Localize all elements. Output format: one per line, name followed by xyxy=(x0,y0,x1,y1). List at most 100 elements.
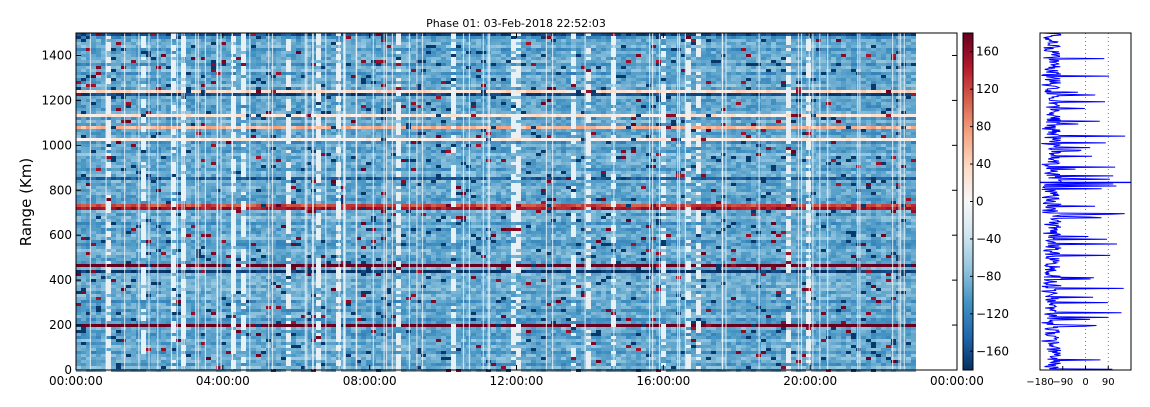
heatmap-cell xyxy=(221,246,226,249)
heatmap-cell xyxy=(246,273,251,276)
heatmap-cell xyxy=(251,75,256,78)
heatmap-cell xyxy=(251,279,256,282)
heatmap-cell xyxy=(81,330,86,333)
heatmap-cell xyxy=(246,252,251,255)
heatmap-cell xyxy=(171,210,176,213)
heatmap-cell xyxy=(251,249,256,252)
heatmap-cell xyxy=(96,303,101,306)
heatmap-cell xyxy=(181,48,186,51)
heatmap-cell xyxy=(171,120,176,123)
heatmap-cell xyxy=(296,45,301,48)
heatmap-cell xyxy=(76,126,81,129)
heatmap-cell xyxy=(236,105,241,108)
heatmap-cell xyxy=(236,108,241,111)
heatmap-cell xyxy=(186,174,191,177)
heatmap-cell xyxy=(176,63,181,66)
heatmap-cell xyxy=(181,126,186,129)
heatmap-cell xyxy=(201,324,206,327)
heatmap-cell xyxy=(111,51,116,54)
heatmap-cell xyxy=(106,180,111,183)
heatmap-cell xyxy=(156,273,161,276)
heatmap-cell xyxy=(91,186,96,189)
heatmap-cell xyxy=(221,102,226,105)
heatmap-cell xyxy=(156,297,161,300)
heatmap-cell xyxy=(201,252,206,255)
heatmap-cell xyxy=(206,270,211,273)
heatmap-cell xyxy=(191,243,196,246)
heatmap-cell xyxy=(131,282,136,285)
heatmap-cell xyxy=(281,144,286,147)
heatmap-cell xyxy=(141,78,146,81)
heatmap-cell xyxy=(116,66,121,69)
heatmap-cell xyxy=(111,354,116,357)
heatmap-cell xyxy=(246,195,251,198)
heatmap-cell xyxy=(111,57,116,60)
heatmap-cell xyxy=(121,192,126,195)
heatmap-cell xyxy=(226,144,231,147)
heatmap-cell xyxy=(76,303,81,306)
heatmap-cell xyxy=(276,39,281,42)
heatmap-cell xyxy=(251,153,256,156)
heatmap-cell xyxy=(141,168,146,171)
heatmap-cell xyxy=(171,129,176,132)
heatmap-cell xyxy=(126,351,131,354)
heatmap-cell xyxy=(271,96,276,99)
heatmap-cell xyxy=(171,285,176,288)
heatmap-cell xyxy=(116,45,121,48)
heatmap-cell xyxy=(241,366,246,369)
heatmap-cell xyxy=(101,204,106,207)
heatmap-cell xyxy=(191,57,196,60)
heatmap-cell xyxy=(231,84,236,87)
heatmap-cell xyxy=(141,252,146,255)
heatmap-cell xyxy=(211,72,216,75)
heatmap-cell xyxy=(121,186,126,189)
heatmap-cell xyxy=(276,150,281,153)
heatmap-cell xyxy=(241,42,246,45)
heatmap-cell xyxy=(141,120,146,123)
heatmap-cell xyxy=(246,138,251,141)
heatmap-cell xyxy=(191,270,196,273)
heatmap-cell xyxy=(171,339,176,342)
heatmap-cell xyxy=(171,48,176,51)
heatmap-cell xyxy=(96,309,101,312)
heatmap-cell xyxy=(186,324,191,327)
heatmap-cell xyxy=(231,150,236,153)
heatmap-cell xyxy=(216,312,221,315)
heatmap-cell xyxy=(161,327,166,330)
heatmap-cell xyxy=(171,303,176,306)
heatmap-cell xyxy=(281,147,286,150)
heatmap-cell xyxy=(176,108,181,111)
heatmap-cell xyxy=(281,297,286,300)
heatmap-cell xyxy=(221,258,226,261)
heatmap-cell xyxy=(211,177,216,180)
heatmap-cell xyxy=(251,285,256,288)
heatmap-cell xyxy=(86,246,91,249)
heatmap-cell xyxy=(186,126,191,129)
heatmap-cell xyxy=(106,45,111,48)
heatmap-cell xyxy=(271,234,276,237)
heatmap-cell xyxy=(246,90,251,93)
heatmap-cell xyxy=(91,165,96,168)
heatmap-cell xyxy=(276,315,281,318)
heatmap-cell xyxy=(171,39,176,42)
heatmap-cell xyxy=(186,171,191,174)
heatmap-cell xyxy=(231,330,236,333)
heatmap-cell xyxy=(206,138,211,141)
heatmap-cell xyxy=(96,117,101,120)
heatmap-cell xyxy=(241,129,246,132)
heatmap-cell xyxy=(191,225,196,228)
heatmap-cell xyxy=(246,267,251,270)
heatmap-cell xyxy=(226,225,231,228)
heatmap-cell xyxy=(131,315,136,318)
heatmap-cell xyxy=(116,351,121,354)
heatmap-cell xyxy=(191,237,196,240)
heatmap-cell xyxy=(291,351,296,354)
heatmap-cell xyxy=(121,195,126,198)
heatmap-cell xyxy=(176,285,181,288)
heatmap-cell xyxy=(101,339,106,342)
heatmap-cell xyxy=(141,195,146,198)
heatmap-cell xyxy=(171,99,176,102)
heatmap-cell xyxy=(101,96,106,99)
heatmap-cell xyxy=(96,174,101,177)
heatmap-cell xyxy=(231,93,236,96)
